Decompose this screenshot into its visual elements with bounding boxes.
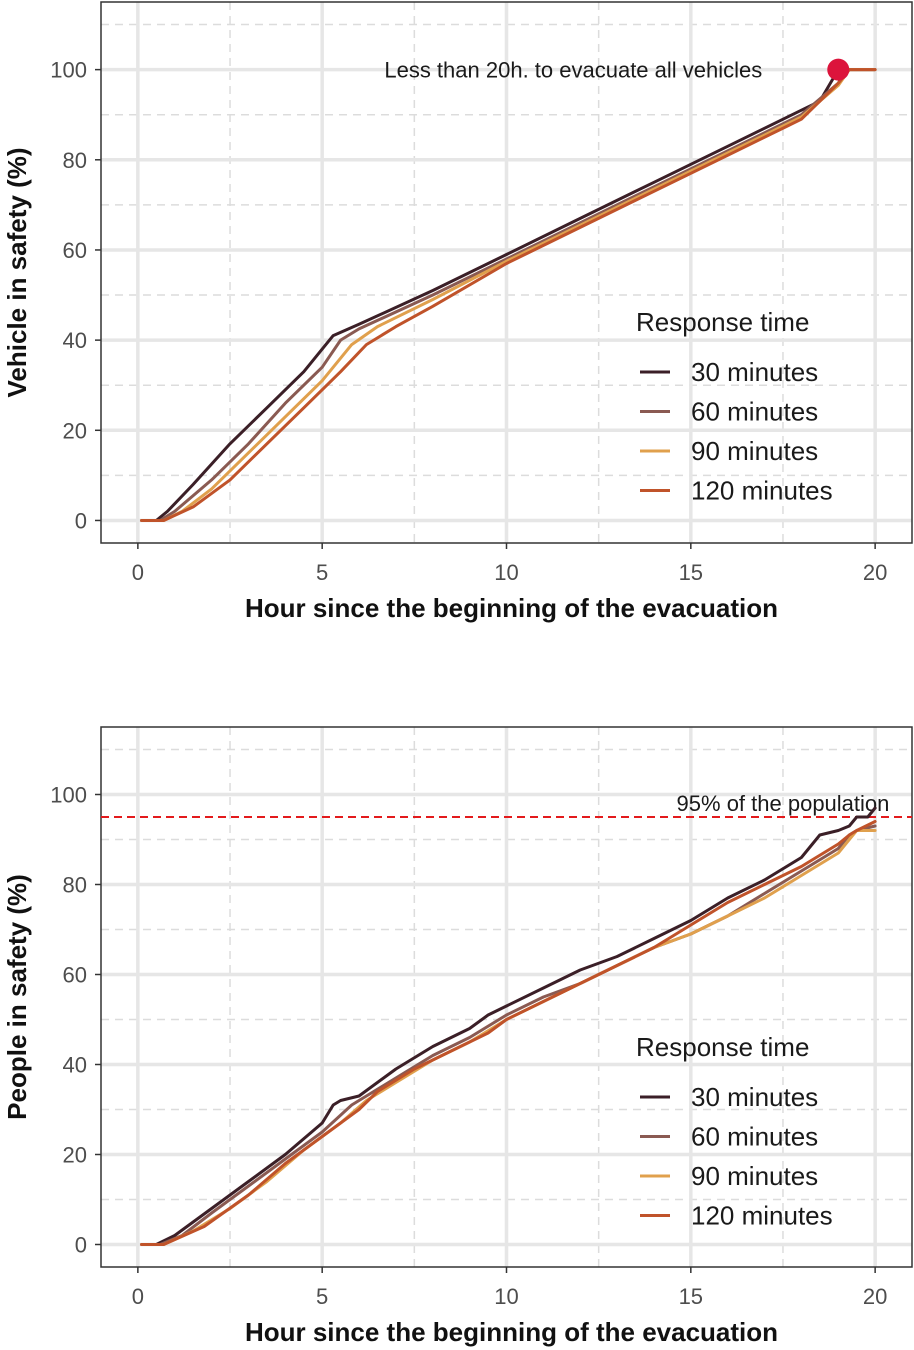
- legend: Response time 30 minutes 60 minutes 90 minu…: [636, 1032, 833, 1231]
- chart-panel-2: 0 5 10 15 20 0 20 40 60 80 100 Hour since the begin…: [2, 726, 913, 1347]
- y-axis-title: Vehicle in safety (%): [2, 148, 32, 398]
- x-tick-label: 10: [494, 560, 518, 585]
- y-tick-label: 100: [50, 58, 87, 83]
- legend: Response time 30 minutes 60 minutes 90 minu…: [636, 307, 833, 506]
- x-tick-label: 5: [316, 1284, 328, 1309]
- x-tick-label: 10: [494, 1284, 518, 1309]
- legend-label: 120 minutes: [691, 476, 833, 506]
- legend-label: 30 minutes: [691, 357, 818, 387]
- series-line-120-minutes: [140, 820, 877, 1246]
- x-tick-label: 0: [132, 1284, 144, 1309]
- series-lines: [140, 806, 877, 1246]
- legend-label: 30 minutes: [691, 1082, 818, 1112]
- legend-label: 60 minutes: [691, 397, 818, 427]
- legend-label: 90 minutes: [691, 436, 818, 466]
- x-tick-label: 0: [132, 560, 144, 585]
- y-tick-label: 0: [75, 1233, 87, 1258]
- y-tick-label: 80: [63, 873, 87, 898]
- y-tick-label: 20: [63, 418, 87, 443]
- legend-title: Response time: [636, 1032, 809, 1062]
- y-axis-title: People in safety (%): [2, 874, 32, 1120]
- legend-title: Response time: [636, 307, 809, 337]
- reference-line-label: 95% of the population: [677, 791, 890, 816]
- y-tick-label: 40: [63, 328, 87, 353]
- y-tick-label: 60: [63, 963, 87, 988]
- series-line-60-minutes: [140, 824, 877, 1246]
- x-tick-label: 15: [679, 560, 703, 585]
- y-tick-label: 20: [63, 1143, 87, 1168]
- x-tick-label: 20: [863, 1284, 887, 1309]
- gridlines: [101, 2, 912, 543]
- x-axis-title: Hour since the beginning of the evacuati…: [245, 1317, 778, 1347]
- highlight-point: [827, 58, 850, 81]
- legend-label: 60 minutes: [691, 1122, 818, 1152]
- x-tick-label: 5: [316, 560, 328, 585]
- annotation-text: Less than 20h. to evacuate all vehicles: [384, 58, 762, 83]
- y-tick-label: 80: [63, 148, 87, 173]
- y-tick-label: 40: [63, 1053, 87, 1078]
- y-tick-label: 100: [50, 783, 87, 808]
- series-line-30-minutes: [140, 806, 877, 1246]
- y-tick-label: 60: [63, 238, 87, 263]
- series-line-120-minutes: [140, 68, 877, 522]
- series-line-30-minutes: [140, 68, 877, 522]
- chart-panel-1: 0 5 10 15 20 0 20 40 60 80 100 Hour since the begin…: [2, 1, 913, 623]
- x-tick-label: 20: [863, 560, 887, 585]
- x-tick-label: 15: [679, 1284, 703, 1309]
- y-tick-label: 0: [75, 508, 87, 533]
- legend-label: 90 minutes: [691, 1161, 818, 1191]
- x-axis-title: Hour since the beginning of the evacuati…: [245, 593, 778, 623]
- series-lines: [140, 68, 877, 522]
- series-line-60-minutes: [140, 68, 877, 522]
- legend-label: 120 minutes: [691, 1201, 833, 1231]
